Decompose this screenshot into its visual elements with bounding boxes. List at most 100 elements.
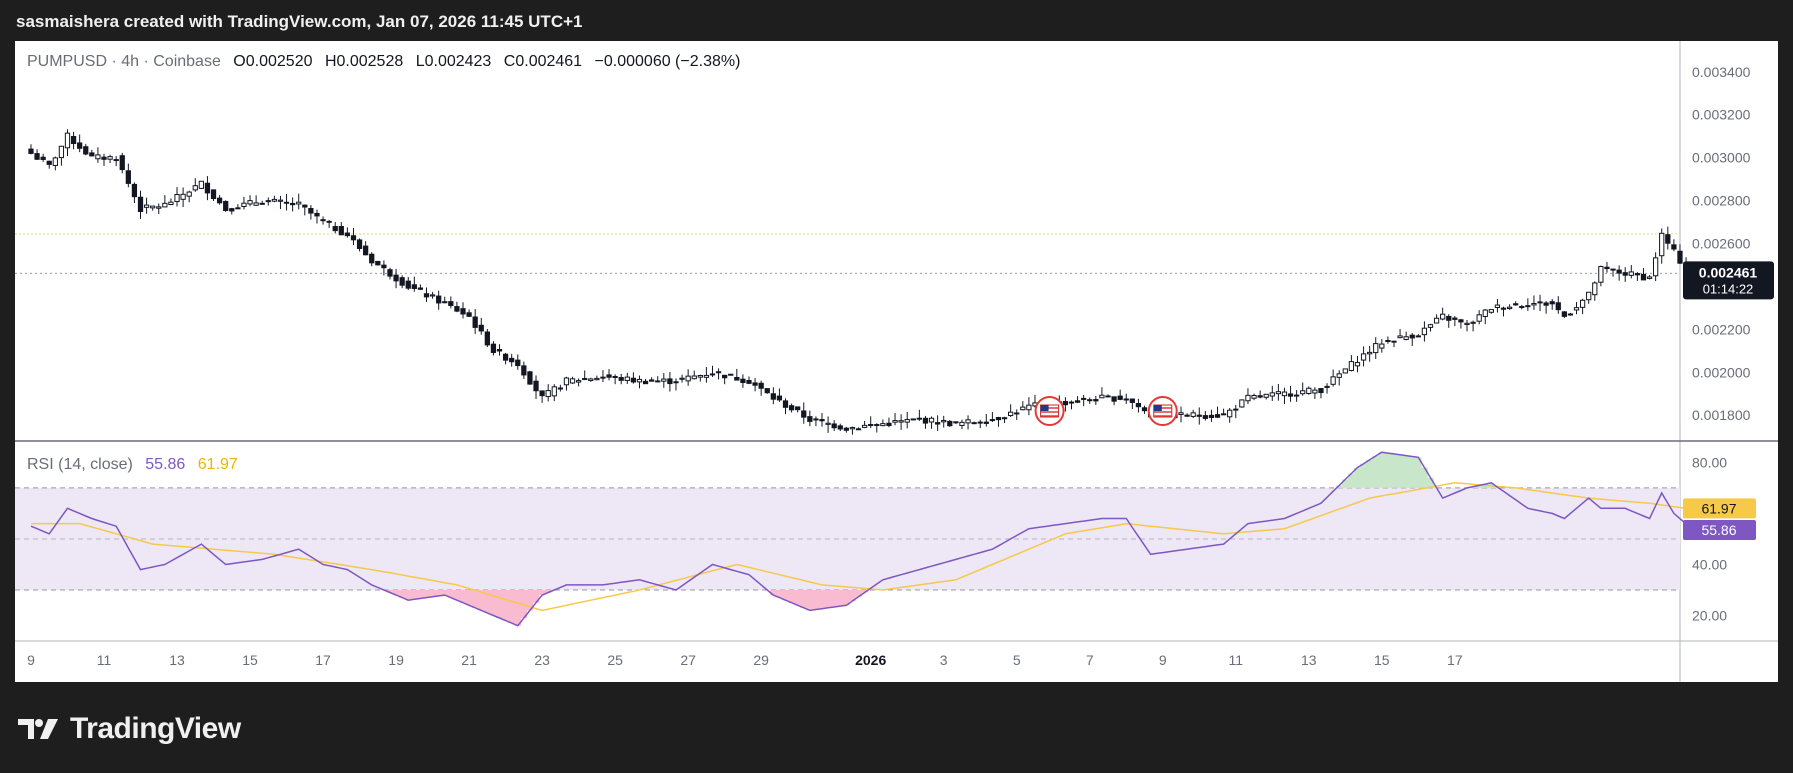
candle-body-5 <box>58 145 65 159</box>
candle-body-241 <box>1494 304 1501 308</box>
chart-panel[interactable]: 0.003400 0.003200 0.003000 0.002800 0.002600… <box>15 41 1778 682</box>
candle-body-253 <box>1567 313 1574 316</box>
candle-body-12 <box>101 156 107 160</box>
candle-body-233 <box>1446 315 1452 321</box>
candle-body-13 <box>107 156 113 160</box>
candle-body-130 <box>819 419 825 422</box>
candle-body-56 <box>369 253 375 264</box>
candle-body-80 <box>515 359 521 367</box>
rsi-value: 55.86 <box>145 456 186 473</box>
candle-body-265 <box>1640 273 1647 281</box>
candle-body-69 <box>448 301 454 306</box>
candle-body-182 <box>1135 402 1142 408</box>
candle-body-32 <box>223 200 229 211</box>
candle-body-21 <box>156 206 162 209</box>
candle-body-112 <box>709 373 716 376</box>
candle-body-37 <box>253 202 259 206</box>
candle-body-163 <box>1020 406 1026 411</box>
candle-body-219 <box>1360 353 1367 361</box>
candle-body-0 <box>28 148 34 154</box>
time-tick-label-0: 9 <box>27 652 35 668</box>
rsi-indicator-name[interactable]: RSI (14, close) <box>27 456 133 473</box>
candle-body-128 <box>807 416 813 422</box>
candle-body-126 <box>795 406 801 411</box>
candle-body-215 <box>1336 373 1342 378</box>
candle-body-251 <box>1555 302 1561 311</box>
candle-body-196 <box>1220 413 1227 416</box>
candle-body-47 <box>314 212 320 217</box>
candle-body-204 <box>1269 392 1275 397</box>
candle-body-148 <box>928 417 935 423</box>
rsi-line <box>30 451 1687 627</box>
tradingview-brand[interactable]: TradingView <box>18 712 241 746</box>
candle-body-250 <box>1549 301 1555 305</box>
candle-body-147 <box>922 417 929 424</box>
candle-body-161 <box>1008 411 1014 417</box>
candle-body-223 <box>1385 340 1391 343</box>
candle-body-178 <box>1111 396 1117 402</box>
candle-body-124 <box>782 400 789 408</box>
candle-body-192 <box>1196 414 1202 417</box>
candle-body-190 <box>1184 414 1190 417</box>
rsi-tick-label-0: 80.00 <box>1692 454 1727 470</box>
candle-body-127 <box>801 410 807 418</box>
candle-body-64 <box>417 287 424 290</box>
candle-body-143 <box>898 420 904 423</box>
candle-body-107 <box>679 377 685 380</box>
candle-body-96 <box>612 375 618 378</box>
candle-body-158 <box>989 419 996 422</box>
time-tick-label-14: 7 <box>1086 652 1094 668</box>
candle-body-159 <box>995 417 1002 421</box>
candle-body-210 <box>1306 387 1312 394</box>
candle-body-86 <box>551 386 557 397</box>
candle-body-264 <box>1634 273 1641 276</box>
candle-body-79 <box>509 357 515 363</box>
time-tick-label-7: 23 <box>534 652 550 668</box>
candle-body-9 <box>83 146 89 155</box>
candle-body-31 <box>216 197 223 204</box>
ohlc-legend: PUMPUSD · 4h · Coinbase O0.002520 H0.002… <box>27 53 740 71</box>
candle-body-102 <box>649 379 655 382</box>
candle-body-52 <box>344 232 351 237</box>
open-value: 0.002520 <box>245 53 313 70</box>
candle-body-270 <box>1671 244 1677 250</box>
candle-body-235 <box>1458 319 1464 323</box>
candle-body-98 <box>624 376 630 381</box>
candle-body-19 <box>143 204 150 208</box>
candle-body-76 <box>490 343 497 353</box>
candle-body-36 <box>247 200 253 205</box>
candle-body-218 <box>1354 362 1361 367</box>
candle-body-131 <box>825 422 831 425</box>
candle-body-245 <box>1519 306 1525 309</box>
time-tick-label-2: 13 <box>169 652 185 668</box>
candle-body-106 <box>673 381 679 384</box>
candle-body-6 <box>64 132 71 149</box>
candle-body-73 <box>472 316 478 328</box>
candle-body-4 <box>52 157 58 166</box>
candle-body-231 <box>1433 317 1440 324</box>
candle-body-205 <box>1275 391 1282 395</box>
candle-body-114 <box>722 374 728 379</box>
candle-body-89 <box>569 378 576 384</box>
candle-body-157 <box>983 421 989 424</box>
candle-body-88 <box>563 377 570 386</box>
candle-body-101 <box>642 380 649 385</box>
candle-body-248 <box>1537 301 1543 304</box>
candle-body-197 <box>1227 409 1233 418</box>
tradingview-logo-icon <box>18 719 58 739</box>
candle-body-94 <box>600 376 606 379</box>
symbol-label[interactable]: PUMPUSD · 4h · Coinbase <box>27 53 221 70</box>
candle-body-7 <box>70 136 77 145</box>
candle-body-138 <box>868 424 874 427</box>
price-tag-countdown: 01:14:22 <box>1703 281 1754 296</box>
time-tick-label-17: 13 <box>1301 652 1317 668</box>
time-tick-label-12: 3 <box>940 652 948 668</box>
rsi-tick-label-2: 20.00 <box>1692 607 1727 623</box>
chart-canvas[interactable]: 0.003400 0.003200 0.003000 0.002800 0.002600… <box>15 41 1778 682</box>
candle-body-134 <box>843 427 849 431</box>
candle-body-81 <box>521 365 527 376</box>
candle-body-246 <box>1525 305 1531 308</box>
candle-body-214 <box>1330 376 1336 385</box>
candle-body-28 <box>198 180 204 189</box>
candle-body-268 <box>1659 232 1665 257</box>
